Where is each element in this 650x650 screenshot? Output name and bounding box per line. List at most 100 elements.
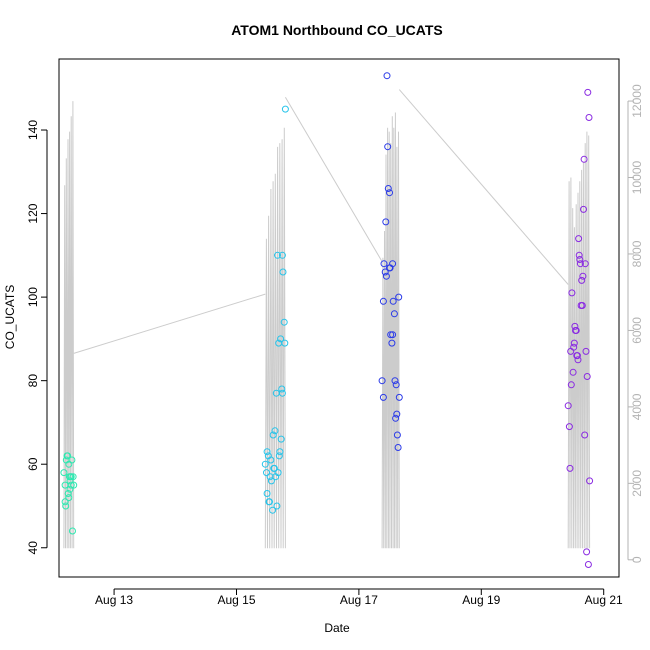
data-point-flight-2 [278, 389, 286, 397]
data-point-flight-3 [393, 410, 401, 418]
data-point-flight-3 [393, 431, 401, 439]
data-point-flight-4 [579, 272, 587, 280]
altitude-transit-1 [73, 293, 266, 354]
data-point-flight-2 [263, 448, 271, 456]
data-point-flight-1 [69, 527, 76, 535]
data-point-flight-2 [275, 452, 283, 460]
data-point-flight-2 [280, 318, 288, 326]
data-point-flight-2 [267, 477, 275, 485]
data-point-flight-2 [273, 502, 281, 510]
y-tick-label: 60 [26, 457, 40, 471]
x-tick-label: Aug 19 [462, 593, 500, 607]
data-point-flight-1 [66, 485, 74, 493]
data-point-flight-3 [392, 414, 400, 422]
altitude-segment-3 [381, 112, 400, 549]
data-point-flight-3 [384, 185, 392, 192]
x-tick-label: Aug 15 [217, 593, 255, 607]
y2-tick-label: 10000 [630, 161, 644, 195]
data-point-flight-2 [281, 105, 289, 113]
data-point-flight-3 [382, 218, 390, 226]
altitude-transit-2 [284, 96, 383, 262]
data-point-flight-2 [270, 464, 278, 472]
data-point-flight-4 [565, 423, 573, 431]
y-tick-label: 140 [26, 120, 40, 140]
data-point-flight-4 [578, 276, 586, 284]
altitude-segment-1 [63, 101, 75, 549]
data-point-flight-4 [567, 381, 575, 389]
data-point-flight-4 [583, 373, 591, 380]
x-axis: Aug 13 Aug 15 Aug 17 Aug 19 Aug 21 [95, 588, 623, 607]
x-tick-label: Aug 21 [585, 593, 623, 607]
x-tick-label: Aug 17 [340, 593, 378, 607]
y2-tick-label: 4000 [630, 393, 644, 420]
data-point-flight-2 [272, 473, 280, 481]
data-point-flight-4 [584, 88, 592, 96]
data-point-flight-3 [383, 72, 391, 80]
data-point-flight-4 [583, 548, 591, 556]
y2-tick-label: 8000 [630, 240, 644, 267]
data-point-flight-3 [378, 377, 386, 385]
data-point-flight-1 [70, 481, 78, 489]
data-point-flight-4 [577, 302, 585, 309]
data-point-flight-2 [278, 385, 286, 393]
data-point-flight-3 [390, 310, 398, 318]
data-point-flight-2 [263, 490, 271, 497]
y-tick-label: 40 [26, 541, 40, 555]
data-point-flight-1 [63, 452, 71, 460]
data-point-flight-2 [277, 335, 285, 343]
data-point-flight-2 [274, 251, 281, 259]
x-tick-label: Aug 13 [95, 593, 133, 607]
y2-tick-label: 0 [630, 556, 644, 563]
data-point-flight-1 [67, 481, 75, 489]
data-point-flight-4 [580, 205, 587, 213]
data-point-flight-1 [65, 460, 73, 468]
data-point-flight-1 [61, 498, 69, 506]
data-point-flight-3 [389, 297, 397, 305]
data-point-flight-2 [265, 498, 273, 506]
data-point-flight-3 [394, 444, 402, 451]
data-points [60, 72, 594, 568]
data-point-flight-4 [568, 289, 576, 297]
data-point-flight-3 [382, 272, 390, 280]
data-point-flight-3 [386, 189, 393, 197]
data-point-flight-3 [379, 393, 387, 401]
data-point-flight-3 [380, 260, 388, 268]
data-point-flight-2 [269, 431, 277, 439]
data-point-flight-2 [276, 448, 284, 456]
data-point-flight-2 [263, 469, 270, 477]
altitude-trace [63, 89, 591, 549]
data-point-flight-4 [570, 343, 578, 351]
data-point-flight-4 [571, 322, 579, 330]
data-point-flight-4 [586, 477, 594, 485]
y-axis-left: 40 60 80 100 120 140 [26, 120, 48, 555]
data-point-flight-4 [581, 260, 589, 268]
data-point-flight-3 [388, 339, 396, 347]
y-axis-right: 0 2000 4000 6000 8000 10000 12000 [627, 84, 644, 563]
data-point-flight-3 [395, 393, 403, 401]
data-point-flight-3 [379, 297, 387, 305]
y2-tick-label: 12000 [630, 84, 644, 118]
data-point-flight-3 [381, 268, 389, 276]
data-point-flight-1 [62, 502, 70, 510]
data-point-flight-2 [278, 251, 286, 259]
data-point-flight-3 [395, 293, 403, 301]
data-point-flight-4 [575, 251, 583, 259]
y-tick-label: 100 [26, 287, 40, 307]
altitude-transit-3 [398, 89, 569, 285]
data-point-flight-4 [564, 402, 572, 410]
altitude-segment-2 [264, 127, 286, 549]
data-point-flight-3 [384, 143, 392, 151]
data-point-flight-2 [269, 506, 277, 514]
data-point-flight-4 [582, 347, 590, 355]
data-point-flight-3 [386, 264, 393, 272]
y-tick-label: 120 [26, 203, 40, 223]
data-point-flight-4 [566, 464, 574, 472]
x-axis-label: Date [324, 621, 350, 635]
data-point-flight-3 [389, 331, 397, 339]
data-point-flight-2 [275, 339, 283, 347]
data-point-flight-4 [585, 114, 593, 121]
chart-title: ATOM1 Northbound CO_UCATS [231, 22, 443, 38]
data-point-flight-1 [69, 473, 77, 481]
plot-frame [58, 58, 620, 578]
data-point-flight-4 [569, 368, 577, 376]
